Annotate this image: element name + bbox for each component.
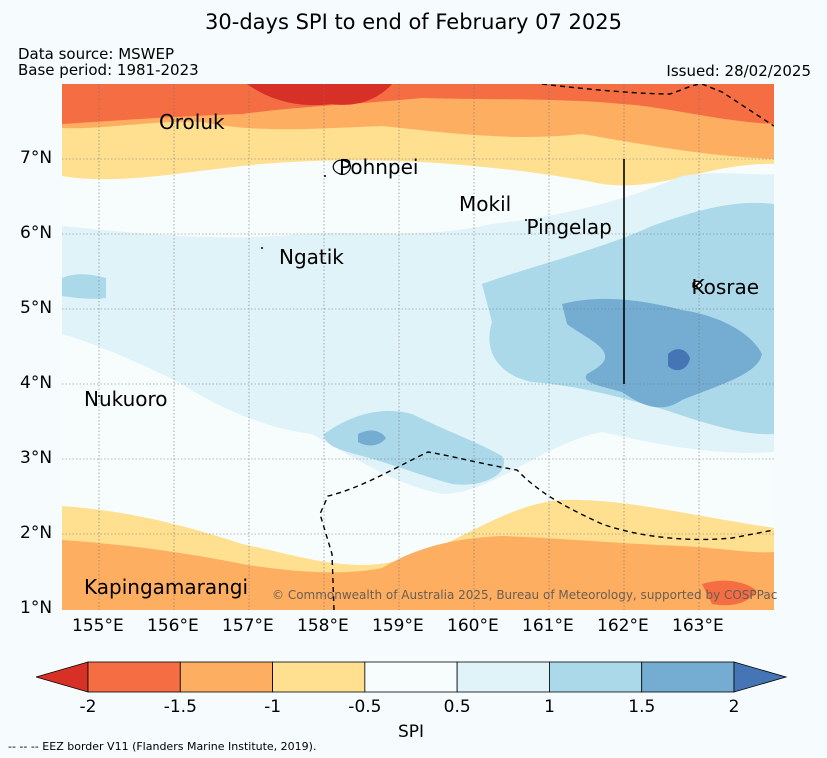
- place-label: Kosrae: [691, 274, 760, 299]
- colorbar-extend-high: [733, 661, 788, 693]
- colorbar-tick-label: 0.5: [443, 697, 471, 717]
- colorbar-tick-label: -0.5: [348, 697, 382, 717]
- lon-tick-label: 159°E: [372, 616, 424, 636]
- spi-map: [62, 84, 774, 610]
- island-dot: [261, 247, 263, 249]
- map-title: 30-days SPI to end of February 07 2025: [205, 10, 622, 34]
- lon-tick-label: 160°E: [447, 616, 499, 636]
- wet-core-extreme: [668, 349, 690, 371]
- north-dry-core: [247, 84, 392, 106]
- issued-date: Issued: 28/02/2025: [666, 62, 811, 80]
- colorbar-segment: [364, 661, 458, 693]
- source-info: Data source: MSWEP Base period: 1981-202…: [18, 46, 199, 78]
- pohnpei-island: [332, 159, 351, 175]
- colorbar-tick-label: 2: [728, 697, 740, 717]
- place-label: Kapingamarangi: [84, 574, 249, 599]
- place-label: Mokil: [459, 192, 512, 216]
- wet-patch-moderate-2: [324, 410, 504, 485]
- colorbar: [36, 661, 788, 693]
- colorbar-tick-label: 1.5: [628, 697, 656, 717]
- lon-tick-label: 155°E: [72, 616, 124, 636]
- eez-legend-note: -- -- -- EEZ border V11 (Flanders Marine…: [8, 740, 317, 753]
- colorbar-segment: [87, 661, 181, 693]
- colorbar-segment: [549, 661, 643, 693]
- lat-tick-label: 5°N: [20, 298, 53, 318]
- colorbar-segment: [456, 661, 550, 693]
- place-label: Ngatik: [279, 244, 344, 269]
- wet-core-strong: [562, 298, 762, 408]
- colorbar-segment: [641, 661, 735, 693]
- lat-tick-label: 7°N: [20, 148, 53, 168]
- lon-tick-label: 157°E: [222, 616, 274, 636]
- colorbar-tick-label: -1: [264, 697, 282, 717]
- lon-tick-label: 161°E: [522, 616, 574, 636]
- colorbar-tick-label: -1.5: [163, 697, 197, 717]
- place-label: Pohnpei: [339, 154, 419, 179]
- lat-tick-label: 4°N: [20, 373, 53, 393]
- lon-tick-label: 162°E: [597, 616, 649, 636]
- kosrae-island: [692, 280, 703, 290]
- colorbar-segment: [179, 661, 273, 693]
- place-label: Nukuoro: [84, 387, 168, 411]
- wet-patch-strong-2: [358, 430, 386, 446]
- wet-patch-moderate-3: [62, 274, 106, 299]
- south-dry-band-3: [702, 580, 756, 606]
- lon-tick-label: 163°E: [672, 616, 724, 636]
- lat-tick-label: 3°N: [20, 448, 53, 468]
- north-dry-band-3: [62, 84, 774, 124]
- place-label: Oroluk: [159, 109, 225, 134]
- colorbar-extend-low: [36, 661, 89, 693]
- base-period-text: Base period: 1981-2023: [18, 61, 199, 79]
- place-label: Pingelap: [526, 214, 612, 239]
- south-dry-band-2: [62, 536, 774, 610]
- island-dot: [324, 175, 326, 177]
- colorbar-tick-label: 1: [544, 697, 555, 717]
- lat-tick-label: 2°N: [20, 523, 53, 543]
- lon-tick-label: 158°E: [297, 616, 349, 636]
- lat-tick-label: 6°N: [20, 223, 53, 243]
- colorbar-segment: [272, 661, 366, 693]
- lon-tick-label: 156°E: [147, 616, 199, 636]
- island-dot: [525, 219, 527, 221]
- colorbar-tick-label: -2: [79, 697, 97, 717]
- data-source-text: Data source: MSWEP: [18, 45, 175, 63]
- eez-border: [319, 84, 774, 610]
- graticule: [62, 84, 774, 610]
- lat-tick-label: 1°N: [20, 598, 53, 618]
- island-dot: [98, 395, 100, 397]
- copyright-notice: © Commonwealth of Australia 2025, Bureau…: [272, 588, 778, 602]
- colorbar-label: SPI: [398, 722, 425, 742]
